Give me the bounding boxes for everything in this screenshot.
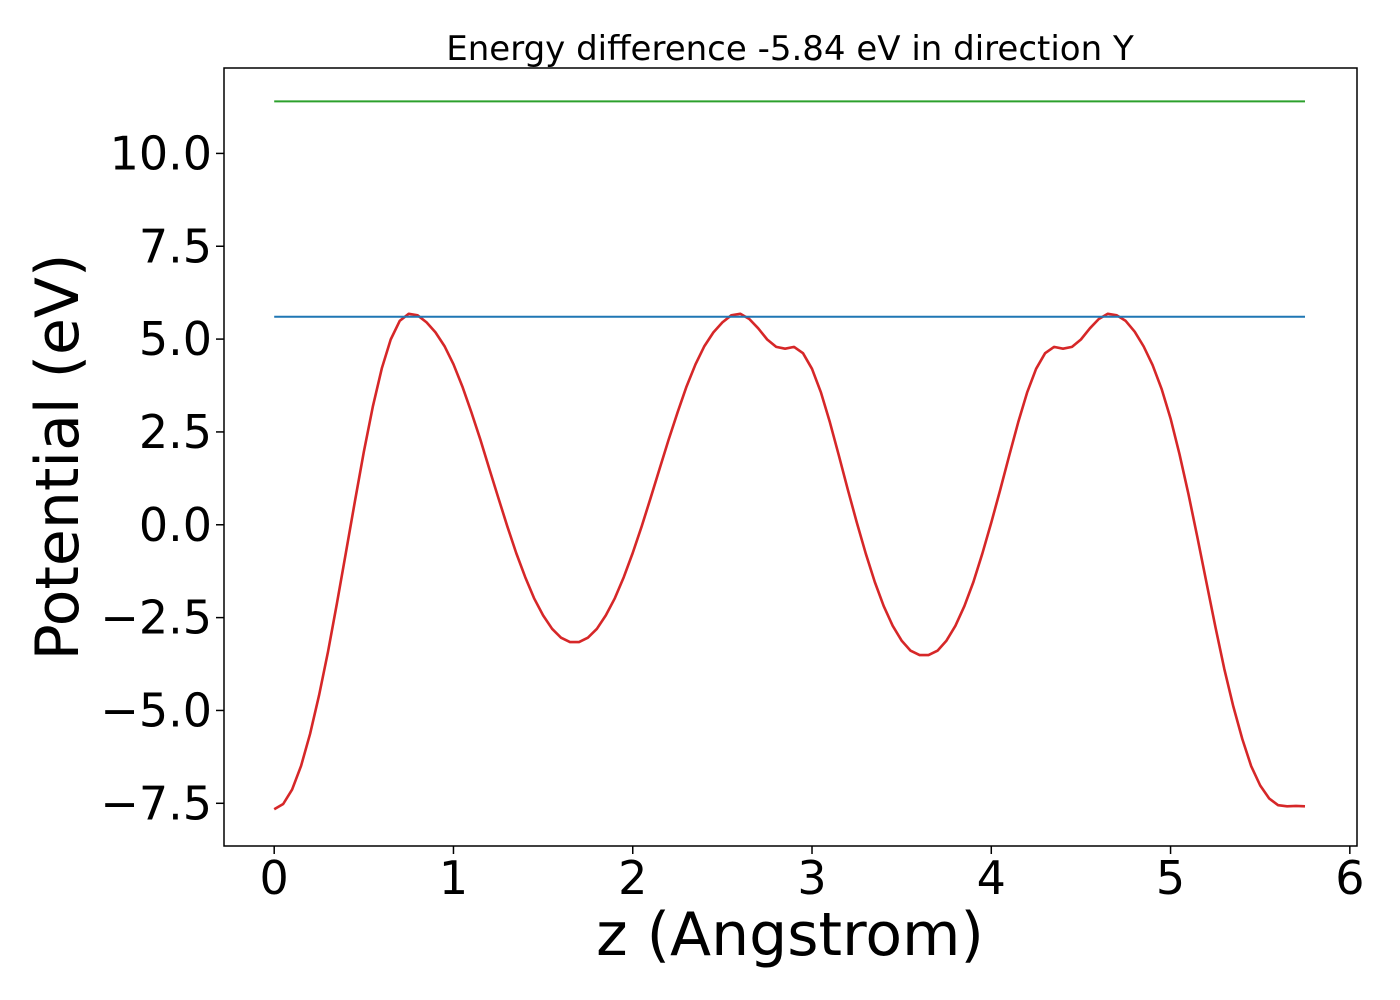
x-tick-label: 1: [439, 851, 468, 905]
x-axis-ticks: 0 1 2 3 4 5 6: [260, 846, 1364, 905]
y-tick-label: −5.0: [100, 683, 212, 737]
y-tick-label: −7.5: [100, 776, 212, 830]
y-axis-label: Potential (eV): [23, 254, 93, 661]
plot-frame: [223, 67, 1358, 847]
y-tick-label: 7.5: [139, 219, 212, 273]
plot-lines: [273, 100, 1306, 811]
y-tick-label: −2.5: [100, 591, 212, 645]
y-tick-label: 0.0: [139, 498, 212, 552]
x-tick-label: 5: [1156, 851, 1185, 905]
x-tick-label: 4: [977, 851, 1006, 905]
x-tick-label: 0: [260, 851, 289, 905]
x-axis-label: z (Angstrom): [596, 900, 984, 970]
y-tick-label: 10.0: [110, 126, 212, 180]
chart-title: Energy difference -5.84 eV in direction …: [446, 29, 1134, 69]
y-tick-label: 2.5: [139, 405, 212, 459]
series-line-0: [273, 312, 1306, 811]
x-tick-label: 6: [1335, 851, 1364, 905]
x-tick-label: 2: [618, 851, 647, 905]
y-tick-label: 5.0: [139, 312, 212, 366]
x-tick-label: 3: [797, 851, 826, 905]
y-axis-ticks: −7.5 −5.0 −2.5 0.0 2.5 5.0 7.5 10.0: [100, 126, 224, 830]
